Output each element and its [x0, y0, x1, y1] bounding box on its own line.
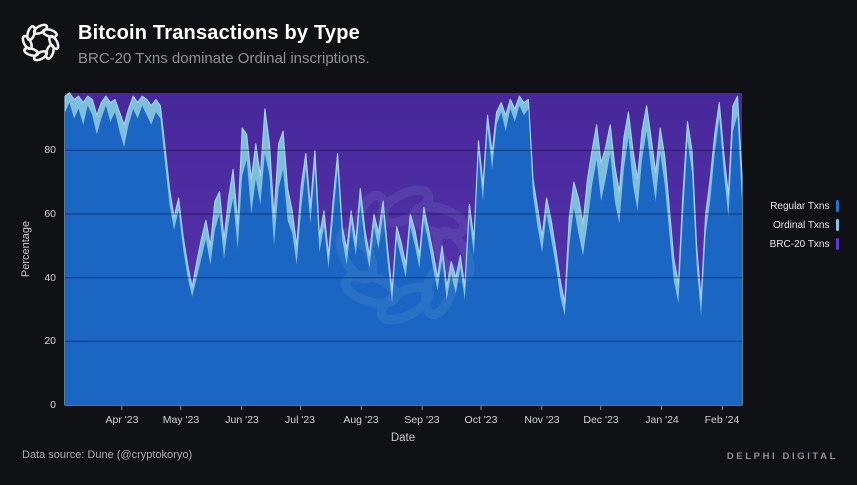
page-title: Bitcoin Transactions by Type — [78, 22, 360, 44]
legend-label: Regular Txns — [770, 200, 830, 212]
x-tick-label: May '23 — [162, 414, 200, 426]
x-axis-title: Date — [390, 432, 416, 444]
legend-item-regular: Regular Txns — [770, 200, 839, 212]
page-subtitle: BRC-20 Txns dominate Ordinal inscription… — [78, 50, 370, 67]
y-tick-label: 80 — [44, 144, 56, 156]
legend-label: BRC-20 Txns — [769, 238, 830, 250]
x-tick-marks — [121, 406, 723, 410]
x-tick-label: Apr '23 — [105, 414, 139, 426]
y-tick-label: 20 — [44, 335, 56, 347]
y-tick-label: 0 — [50, 399, 56, 411]
x-tick-label: Jul '23 — [284, 414, 316, 426]
legend-item-brc20: BRC-20 Txns — [770, 238, 839, 250]
legend-label: Ordinal Txns — [772, 219, 830, 231]
legend-item-ordinal: Ordinal Txns — [770, 219, 839, 231]
y-tick-label: 40 — [44, 272, 56, 284]
x-tick-label: Oct '23 — [464, 414, 498, 426]
legend-marker — [835, 238, 839, 250]
data-source-credit: Data source: Dune (@cryptokoryo) — [22, 449, 193, 461]
x-tick-label: Jun '23 — [225, 414, 259, 426]
x-tick-label: Dec '23 — [583, 414, 619, 426]
x-tick-label: Aug '23 — [343, 414, 379, 426]
legend: Regular Txns Ordinal Txns BRC-20 Txns — [770, 200, 839, 250]
legend-marker — [835, 200, 839, 212]
gridlines — [65, 149, 742, 342]
x-tick-label: Jan '24 — [645, 414, 679, 426]
x-tick-label: Feb '24 — [704, 414, 740, 426]
regular-area — [65, 102, 742, 405]
x-tick-label: Nov '23 — [524, 414, 560, 426]
y-axis-title: Percentage — [20, 220, 32, 278]
brand-wordmark: DELPHI DIGITAL — [726, 451, 838, 462]
y-tick-label: 60 — [44, 208, 56, 220]
x-tick-label: Sep '23 — [404, 414, 440, 426]
legend-marker — [835, 219, 839, 231]
